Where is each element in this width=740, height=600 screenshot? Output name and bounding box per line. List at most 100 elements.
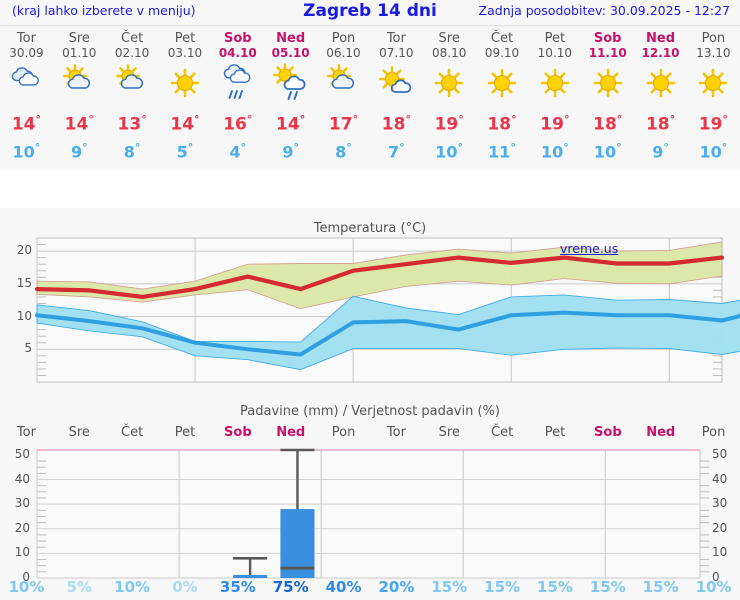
- temp-max: 18°: [487, 113, 517, 135]
- day-column: Sre 08.10 19° 10°: [423, 28, 476, 170]
- precip-day-label: Tor: [386, 425, 406, 440]
- day-date: 11.10: [588, 46, 627, 60]
- precip-y-tick: 0: [22, 570, 30, 584]
- day-of-week: Čet: [121, 31, 144, 46]
- precip-probability: 15%: [537, 578, 573, 596]
- temp-y-tick: 5: [24, 341, 32, 356]
- temp-min: 5°: [176, 140, 194, 161]
- day-of-week: Čet: [490, 31, 514, 46]
- day-of-week: Sob: [593, 31, 622, 46]
- temp-max: 13°: [117, 113, 147, 135]
- page-title: Zagreb 14 dni: [303, 1, 437, 21]
- day-date: 12.10: [641, 46, 680, 60]
- watermark-link[interactable]: vreme.us: [560, 241, 619, 256]
- day-date: 05.10: [271, 46, 310, 60]
- day-column: Tor 30.09 14° 10°: [0, 28, 53, 170]
- precip-probability: 0%: [172, 578, 198, 596]
- day-of-week: Pon: [331, 31, 356, 46]
- precip-probability: 15%: [484, 578, 521, 596]
- temp-min: 10°: [435, 140, 464, 161]
- sunny-icon: [426, 63, 472, 105]
- day-column: Pon 13.10 19° 10°: [687, 28, 740, 170]
- precip-day-label: Ned: [646, 425, 676, 440]
- precip-y-tick: 10: [14, 545, 30, 560]
- precip-probability: 15%: [642, 578, 679, 596]
- day-of-week: Pet: [174, 31, 196, 46]
- precip-probability: 20%: [378, 578, 415, 596]
- precip-day-label: Pet: [544, 425, 566, 440]
- day-date: 30.09: [9, 46, 44, 60]
- temp-max: 18°: [381, 113, 411, 135]
- section-gap: [0, 170, 740, 208]
- day-date: 02.10: [114, 46, 150, 60]
- day-of-week: Tor: [16, 31, 36, 46]
- day-of-week: Sre: [68, 31, 90, 46]
- temp-max: 17°: [328, 113, 359, 135]
- day-column: Čet 02.10 13° 8°: [106, 28, 159, 170]
- precip-y-tick: 30: [14, 496, 30, 511]
- day-of-week: Pet: [544, 31, 566, 46]
- day-date: 08.10: [431, 46, 467, 60]
- day-date: 04.10: [218, 46, 257, 60]
- precip-probability: 75%: [272, 578, 309, 596]
- precip-probability: 10%: [695, 578, 732, 596]
- temp-max: 14°: [64, 113, 94, 135]
- temperature-plot: [34, 237, 740, 383]
- temp-max: 18°: [645, 113, 676, 135]
- precip-probability: 10%: [8, 578, 45, 596]
- day-of-week: Tor: [386, 31, 406, 46]
- precip-day-label: Tor: [16, 425, 36, 440]
- precip-y-tick: 40: [14, 471, 30, 486]
- partly-sunny-icon: [320, 63, 366, 105]
- precip-day-label: Sre: [68, 425, 90, 440]
- day-column: Sob 11.10 18° 10°: [581, 28, 634, 170]
- precip-y-tick: 20: [712, 520, 728, 535]
- precipitation-chart-title: Padavine (mm) / Verjetnost padavin (%): [240, 404, 500, 419]
- precip-day-label: Ned: [276, 425, 306, 440]
- day-column: Pet 03.10 14° 5°: [159, 28, 212, 170]
- header-divider: [0, 25, 740, 26]
- rain-cloud-icon: [215, 63, 261, 105]
- precip-day-label: Sob: [224, 425, 252, 440]
- precip-day-label: Pon: [331, 425, 356, 440]
- day-column: Ned 12.10 18° 9°: [634, 28, 687, 170]
- temp-min: 8°: [335, 140, 352, 161]
- precip-y-tick: 30: [712, 496, 728, 511]
- daily-forecast-strip: Tor 30.09 14° 10° Sre 01.10 14° 9° Čet 02.…: [0, 28, 740, 170]
- day-date: 06.10: [326, 46, 361, 60]
- day-column: Pon 06.10 17° 8°: [317, 28, 370, 170]
- day-date: 09.10: [484, 46, 520, 60]
- temperature-chart: Temperatura (°C) vreme.us 5 10 15 20: [0, 208, 740, 398]
- partly-sunny-icon: [56, 63, 102, 105]
- precip-y-tick: 50: [712, 446, 728, 461]
- temp-min: 8°: [123, 140, 141, 161]
- partly-sunny-icon: [109, 63, 155, 105]
- precip-day-label: Čet: [121, 425, 144, 440]
- precip-day-label: Sre: [438, 425, 460, 440]
- sun-rain-icon: [268, 63, 314, 105]
- temp-max: 16°: [223, 113, 253, 135]
- day-column: Ned 05.10 14° 9°: [264, 28, 317, 170]
- precipitation-plot: [36, 448, 709, 579]
- precip-probability: 15%: [431, 578, 468, 596]
- day-date: 07.10: [379, 46, 414, 60]
- temp-max: 19°: [698, 113, 728, 135]
- precip-probability: 5%: [66, 578, 92, 596]
- temp-min: 9°: [282, 140, 299, 161]
- temp-min: 9°: [652, 140, 669, 161]
- temp-max: 19°: [540, 113, 570, 135]
- precip-probability: 35%: [219, 578, 256, 596]
- day-of-week: Sre: [438, 31, 460, 46]
- precip-y-tick: 20: [14, 520, 30, 535]
- page-header: (kraj lahko izberete v meniju) Zagreb 14…: [0, 0, 740, 24]
- temp-max: 14°: [276, 113, 306, 135]
- sunny-icon: [585, 63, 631, 105]
- precip-probability: 40%: [325, 578, 362, 596]
- day-column: Sre 01.10 14° 9°: [53, 28, 106, 170]
- temp-min: 10°: [699, 140, 728, 161]
- precip-y-tick: 40: [712, 471, 728, 486]
- day-of-week: Pon: [701, 31, 726, 46]
- precip-y-tick: 10: [712, 545, 728, 560]
- temp-min: 10°: [593, 140, 622, 161]
